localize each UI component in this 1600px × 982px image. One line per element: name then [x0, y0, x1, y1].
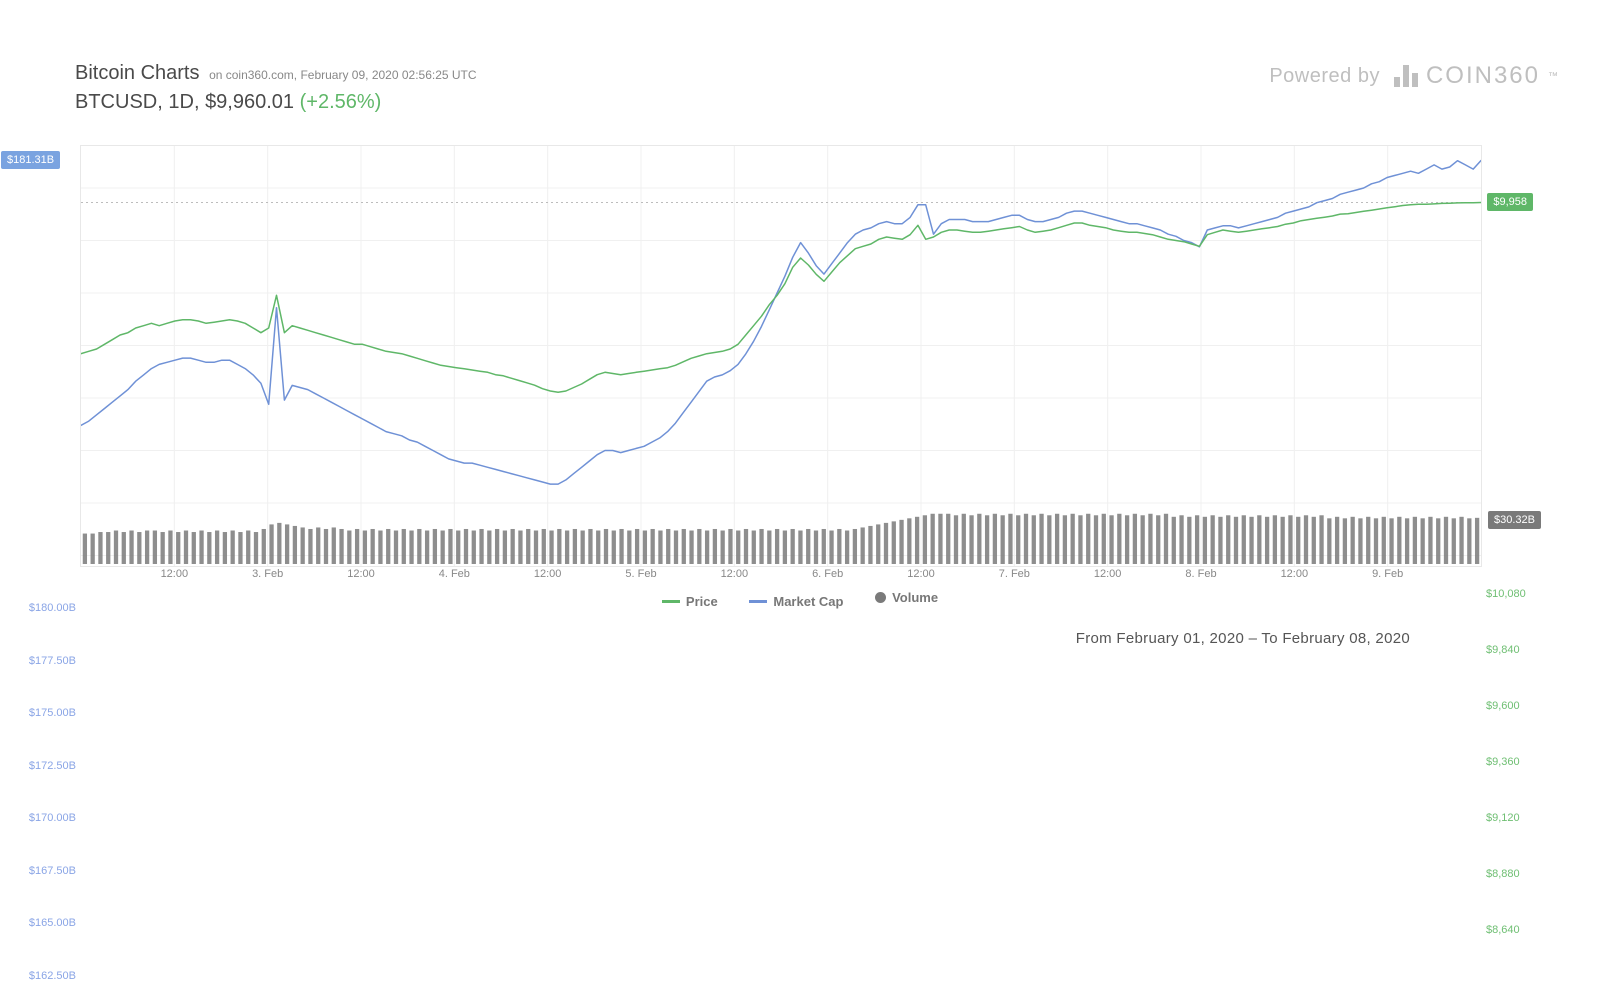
- change-percent: (+2.56%): [300, 91, 382, 113]
- price-value: $9,960.01: [205, 91, 294, 113]
- date-range: From February 01, 2020 – To February 08,…: [1076, 630, 1410, 647]
- chart-header: Bitcoin Charts on coin360.com, February …: [75, 62, 477, 114]
- legend-volume: Volume: [875, 590, 938, 605]
- logo-bars-icon: [1394, 65, 1418, 87]
- legend-price-label: Price: [686, 594, 718, 609]
- interval: 1D: [168, 91, 194, 113]
- brand-text: COIN360: [1426, 62, 1540, 90]
- chart-subtitle: on coin360.com, February 09, 2020 02:56:…: [209, 68, 477, 82]
- x-axis-labels: 12:003. Feb12:004. Feb12:005. Feb12:006.…: [81, 568, 1481, 588]
- chart-legend: Price Market Cap Volume: [0, 590, 1600, 609]
- chart-svg: [81, 146, 1481, 566]
- volume-swatch-icon: [875, 592, 886, 603]
- chart-container[interactable]: $180.00B$177.50B$175.00B$172.50B$170.00B…: [80, 145, 1482, 567]
- chart-title-line: Bitcoin Charts on coin360.com, February …: [75, 62, 477, 85]
- powered-by: Powered by COIN360 ™: [1269, 62, 1560, 90]
- volume-current-badge: $30.32B: [1488, 511, 1541, 529]
- legend-market-cap: Market Cap: [749, 594, 843, 609]
- market-cap-current-badge: $181.31B: [1, 151, 60, 169]
- trademark: ™: [1548, 71, 1560, 82]
- legend-market-cap-label: Market Cap: [773, 594, 843, 609]
- powered-by-label: Powered by: [1269, 65, 1380, 88]
- coin360-logo: COIN360 ™: [1394, 62, 1560, 90]
- symbol-line: BTCUSD, 1D, $9,960.01 (+2.56%): [75, 91, 477, 114]
- chart-title: Bitcoin Charts: [75, 62, 200, 84]
- market-cap-swatch-icon: [749, 600, 767, 603]
- symbol: BTCUSD: [75, 91, 157, 113]
- price-current-badge: $9,958: [1487, 193, 1533, 211]
- legend-price: Price: [662, 594, 718, 609]
- legend-volume-label: Volume: [892, 590, 938, 605]
- price-swatch-icon: [662, 600, 680, 603]
